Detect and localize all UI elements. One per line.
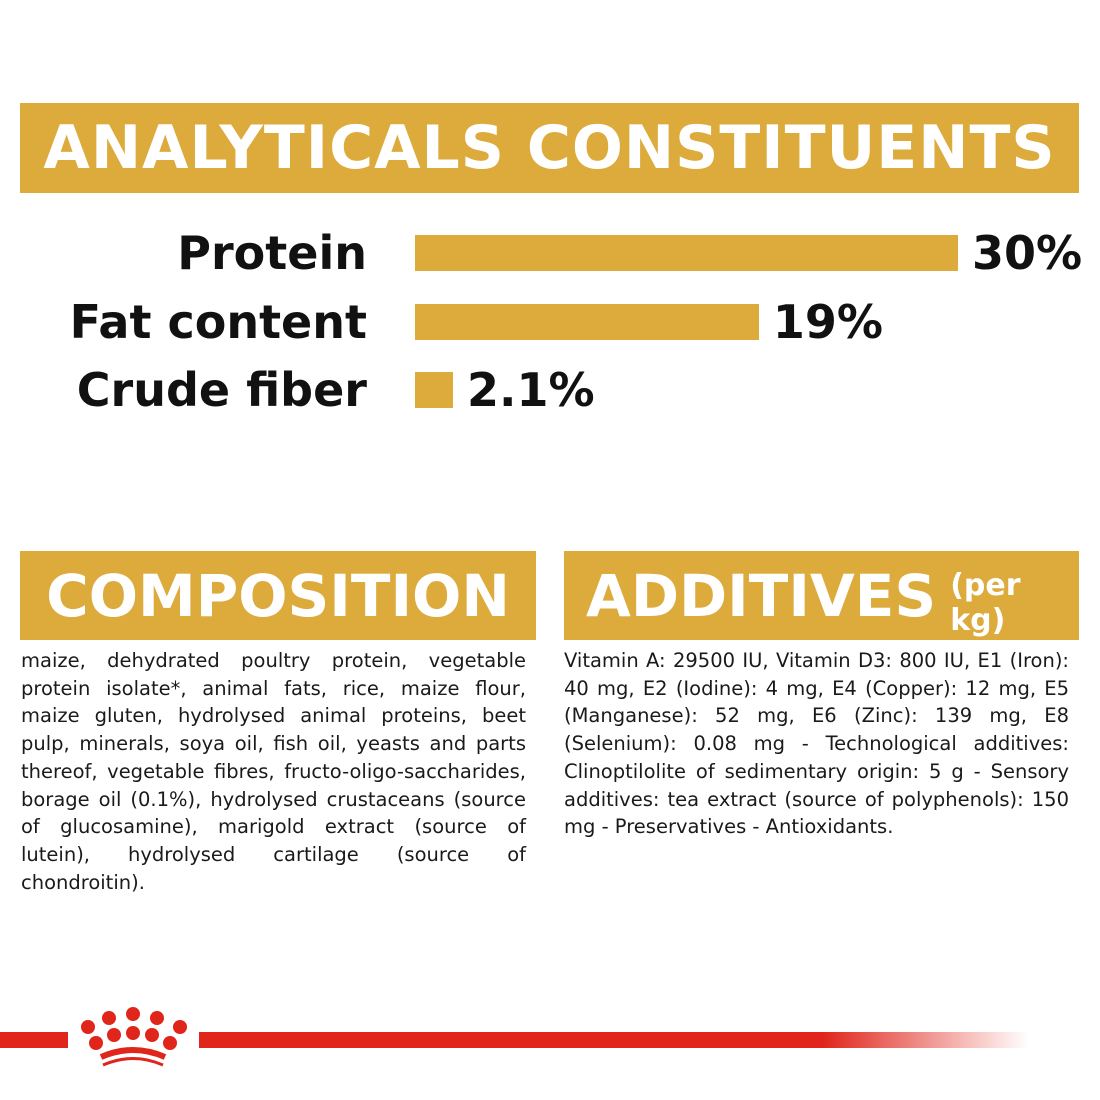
royal-canin-crown-icon [81,1007,187,1067]
fiber-bar [415,372,453,408]
fat-bar [415,304,759,340]
fat-label: Fat content [69,295,367,349]
brand-line-left [0,1032,68,1048]
additives-text: Vitamin A: 29500 IU, Vitamin D3: 800 IU,… [564,649,1069,839]
protein-label: Protein [177,226,367,280]
protein-value: 30% [972,226,1083,280]
composition-text: maize, dehydrated poultry protein, veget… [21,649,526,894]
fat-value: 19% [772,295,883,349]
additives-title: ADDITIVES [586,561,937,630]
fiber-value: 2.1% [467,363,595,417]
fiber-label: Crude fiber [76,363,367,417]
analytics-header: ANALYTICALS CONSTITUENTS [20,103,1079,193]
composition-title: COMPOSITION [46,561,510,630]
composition-header: COMPOSITION [20,551,536,640]
additives-header: ADDITIVES (per kg) [564,551,1079,640]
protein-bar [415,235,958,271]
additives-unit: (per kg) [950,567,1021,638]
brand-line-right [199,1032,1029,1048]
analytics-title: ANALYTICALS CONSTITUENTS [43,113,1056,183]
